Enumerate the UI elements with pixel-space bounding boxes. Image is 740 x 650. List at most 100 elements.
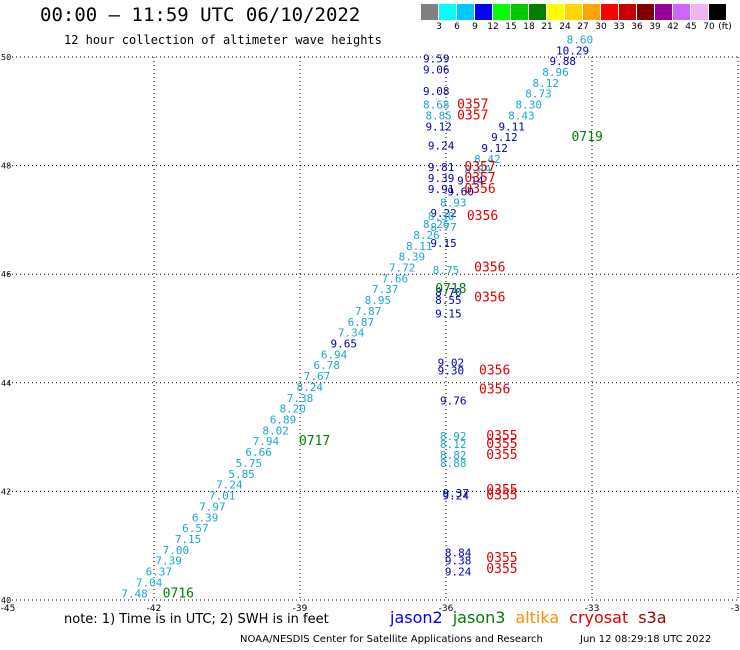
pass-label: 0355 — [486, 448, 517, 463]
color-scale-swatch — [619, 4, 637, 20]
data-point: 8.82 — [440, 449, 467, 462]
color-scale-swatch — [691, 4, 709, 20]
color-scale-swatch — [583, 4, 601, 20]
color-scale: 3 6 9 12 15 18 21 24 27 30 33 36 39 42 45 70 (ft) — [421, 4, 732, 34]
data-point: 8.89 — [464, 164, 491, 177]
data-point: 9.11 — [498, 120, 525, 133]
color-scale-swatch — [421, 4, 439, 20]
data-point: 9.88 — [550, 55, 577, 68]
color-scale-label: 27 — [577, 22, 589, 32]
pass-label: 0357 — [464, 160, 495, 175]
pass-label: 0718 — [435, 282, 466, 297]
data-point: 9.12 — [481, 142, 508, 155]
data-point: 9.24 — [428, 139, 455, 152]
pass-label: 0355 — [486, 483, 517, 498]
data-point: 6.89 — [270, 414, 297, 427]
color-scale-swatch — [565, 4, 583, 20]
pass-label: 0355 — [486, 437, 517, 452]
data-point: 9.15 — [435, 308, 462, 321]
data-point: 7.34 — [338, 327, 365, 340]
data-point: 7.66 — [382, 272, 409, 285]
color-scale-swatch — [439, 4, 457, 20]
data-point: 9.08 — [423, 85, 450, 98]
data-point: 6.39 — [192, 511, 219, 524]
data-point: 10.29 — [556, 44, 589, 57]
data-point: 6.57 — [182, 522, 209, 535]
data-point: 9.15 — [430, 237, 457, 250]
data-point: 8.68 — [423, 99, 450, 112]
data-point: 7.39 — [155, 555, 182, 568]
y-tick-label: 48 — [1, 162, 11, 171]
data-point: 7.94 — [253, 435, 280, 448]
data-point: 8.30 — [428, 210, 455, 223]
data-point: 8.93 — [440, 196, 467, 209]
color-scale-swatches — [421, 4, 727, 20]
pass-label: 0356 — [474, 290, 505, 305]
data-point: 7.72 — [389, 261, 416, 274]
pass-label: 0356 — [479, 364, 510, 379]
color-scale-swatch — [673, 4, 691, 20]
data-point: 7.67 — [304, 370, 331, 383]
x-tick-label: -30 — [731, 604, 740, 614]
data-point: 9.24 — [442, 490, 469, 503]
data-point: 9.22 — [430, 207, 457, 220]
color-scale-swatch — [547, 4, 565, 20]
data-point: 8.85 — [425, 109, 452, 122]
data-point: 8.11 — [406, 240, 433, 253]
y-tick-label: 42 — [1, 487, 11, 496]
generated-timestamp: Jun 12 08:29:18 UTC 2022 — [580, 634, 712, 645]
data-point: 8.26 — [423, 218, 450, 231]
data-point: 9.02 — [438, 357, 465, 370]
color-scale-label: 9 — [472, 22, 478, 32]
color-scale-swatch — [457, 4, 475, 20]
color-scale-label: 3 — [436, 22, 442, 32]
data-point: 9.38 — [445, 555, 472, 568]
data-point: 9.39 — [428, 172, 455, 185]
pass-label: 0355 — [486, 562, 517, 577]
data-point: 7.01 — [209, 490, 236, 503]
color-scale-labels: 3 6 9 12 15 18 21 24 27 30 33 36 39 42 45 70 (ft) — [421, 20, 732, 34]
credit-text: NOAA/NESDIS Center for Satellite Applica… — [240, 634, 543, 645]
pass-label: 0717 — [299, 434, 330, 449]
data-point: 9.24 — [445, 566, 472, 579]
data-point: 7.24 — [216, 479, 243, 492]
data-point: 8.12 — [533, 77, 560, 90]
pass-label: 0716 — [163, 586, 194, 601]
color-scale-label: 18 — [523, 22, 535, 32]
data-point: 9.06 — [423, 63, 450, 76]
data-point: 9.76 — [440, 395, 467, 408]
data-point: 5.75 — [236, 457, 263, 470]
data-point: 7.38 — [287, 392, 314, 405]
data-point: 8.30 — [515, 99, 542, 112]
data-point: 6.66 — [245, 446, 272, 459]
data-point: 8.70 — [435, 286, 462, 299]
data-point: 7.04 — [136, 576, 163, 589]
data-point: 8.88 — [440, 457, 467, 470]
footer-note: note: 1) Time is in UTC; 2) SWH is in fe… — [64, 612, 329, 627]
pass-label: 0356 — [474, 260, 505, 275]
pass-label: 0355 — [486, 551, 517, 566]
data-point: 8.92 — [440, 430, 467, 443]
legend-entry-s3a: s3a — [638, 608, 667, 627]
data-point: 8.96 — [542, 66, 569, 79]
pass-label: 0355 — [486, 489, 517, 504]
data-point: 7.87 — [355, 305, 382, 318]
data-point: 8.02 — [262, 424, 289, 437]
color-scale-swatch — [709, 4, 727, 20]
color-scale-label: 39 — [649, 22, 661, 32]
data-point: 9.12 — [491, 131, 518, 144]
data-point: 8.73 — [525, 88, 552, 101]
x-tick-label: -42 — [147, 604, 162, 614]
data-point: 6.94 — [321, 348, 348, 361]
color-scale-label: 42 — [667, 22, 679, 32]
x-tick-label: -39 — [293, 604, 308, 614]
y-tick-label: 44 — [1, 379, 11, 388]
pass-label: 0356 — [479, 383, 510, 398]
color-scale-label: 12 — [487, 22, 499, 32]
color-scale-label: 15 — [505, 22, 517, 32]
data-point: 9.59 — [423, 52, 450, 65]
pass-label: 0355 — [486, 429, 517, 444]
color-scale-swatch — [601, 4, 619, 20]
color-scale-unit: (ft) — [718, 22, 732, 32]
